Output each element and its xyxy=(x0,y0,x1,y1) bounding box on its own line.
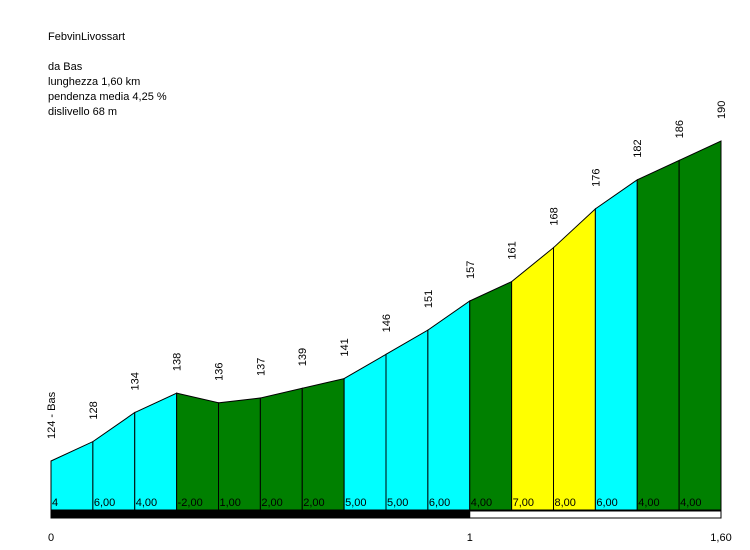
profile-segment xyxy=(385,329,429,511)
profile-segment xyxy=(92,411,136,511)
grade-label: 2,00 xyxy=(261,497,282,509)
grade-labels: 4 6,00 4,00 -2,00 1,00 2,00 2,00 5,00 5,00 6,00 4,… xyxy=(52,497,702,509)
elevation-label: 168 xyxy=(549,207,561,225)
km-bar-segment xyxy=(50,510,471,519)
km-bar-segment xyxy=(469,510,722,519)
grade-label: 6,00 xyxy=(94,497,115,509)
profile-segments xyxy=(50,140,722,511)
elevation-label: 186 xyxy=(674,120,686,138)
grade-label: 4,00 xyxy=(136,497,157,509)
grade-label: 2,00 xyxy=(303,497,324,509)
elevation-label: 151 xyxy=(423,290,435,308)
profile-segment xyxy=(301,377,345,511)
profile-segment xyxy=(427,300,471,511)
grade-label: 4,00 xyxy=(638,497,659,509)
grade-label: 1,00 xyxy=(220,497,241,509)
x-tick-label: 1 xyxy=(467,532,473,544)
elevation-label: 138 xyxy=(172,353,184,371)
avg-grade-label: pendenza media 4,25 % xyxy=(48,91,167,103)
elevation-label: 146 xyxy=(381,314,393,332)
elevation-label: 139 xyxy=(297,348,309,366)
elevation-label: 141 xyxy=(339,338,351,356)
km-bar xyxy=(50,510,722,519)
grade-label: 6,00 xyxy=(596,497,617,509)
grade-label: 8,00 xyxy=(555,497,576,509)
grade-label: 7,00 xyxy=(513,497,534,509)
length-label: lunghezza 1,60 km xyxy=(48,76,141,88)
profile-segment xyxy=(511,246,554,511)
grade-label: 5,00 xyxy=(387,497,408,509)
elevation-label: 137 xyxy=(255,358,267,376)
elevation-label: 136 xyxy=(214,362,226,380)
x-axis-ticks: 0 1 1,60 xyxy=(48,532,732,544)
profile-segment xyxy=(134,392,178,511)
elevation-label: 128 xyxy=(88,401,100,419)
profile-segment xyxy=(594,178,638,511)
profile-segment xyxy=(218,397,261,511)
grade-label: 5,00 xyxy=(345,497,366,509)
climb-label: dislivello 68 m xyxy=(48,106,118,118)
elevation-label: 161 xyxy=(507,241,519,259)
x-tick-label: 0 xyxy=(48,532,54,544)
elevation-label: 157 xyxy=(465,261,477,279)
profile-segment xyxy=(553,207,596,511)
profile-segment xyxy=(469,280,513,511)
elevation-labels: 124 - Bas 128 134 138 136 137 139 141 146 151 157 1… xyxy=(46,101,728,439)
elevation-label: 190 xyxy=(716,101,728,119)
grade-label: 4,00 xyxy=(471,497,492,509)
grade-label: -2,00 xyxy=(178,497,203,509)
elevation-label: 124 - Bas xyxy=(46,391,58,439)
elevation-label: 134 xyxy=(130,372,142,390)
profile-segment xyxy=(176,392,219,511)
grade-label: 6,00 xyxy=(429,497,450,509)
profile-segment xyxy=(343,353,387,511)
grade-label: 4,00 xyxy=(680,497,701,509)
elevation-label: 182 xyxy=(632,139,644,157)
profile-segment xyxy=(678,140,722,511)
start-label: da Bas xyxy=(48,61,83,73)
grade-label: 4 xyxy=(52,497,58,509)
profile-segment xyxy=(259,387,303,511)
profile-segment xyxy=(636,159,680,511)
elevation-label: 176 xyxy=(590,169,602,187)
x-tick-label: 1,60 xyxy=(710,532,731,544)
climb-title: FebvinLivossart xyxy=(48,31,126,43)
